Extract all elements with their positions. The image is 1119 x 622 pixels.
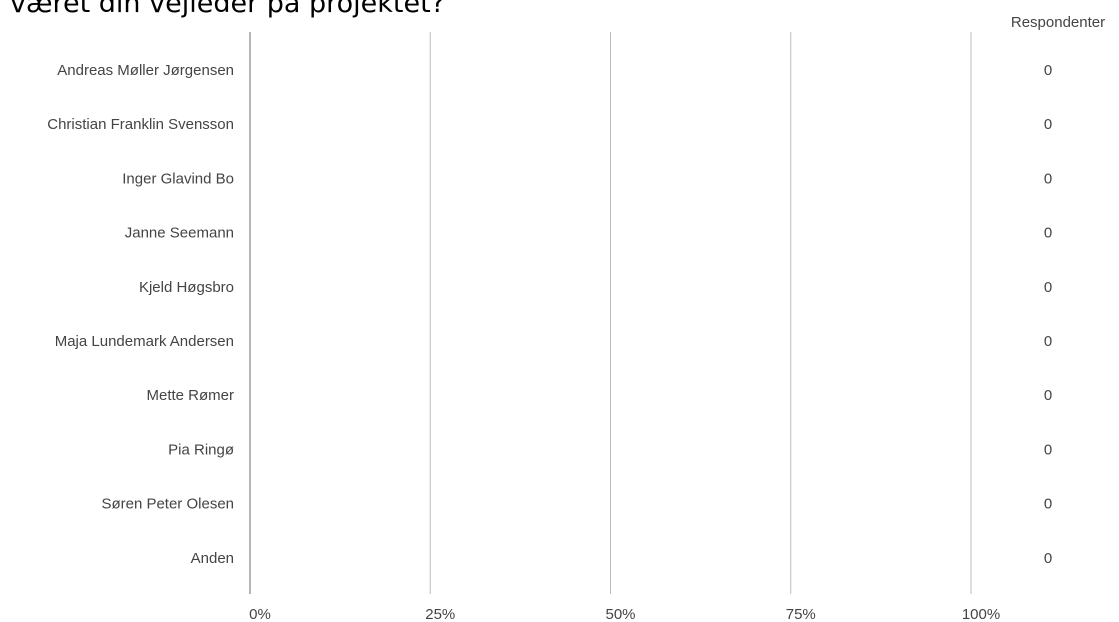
count-value: 0 (1044, 279, 1052, 296)
category-label: Andreas Møller Jørgensen (57, 62, 234, 79)
category-label: Janne Seemann (125, 225, 234, 242)
category-label: Kjeld Høgsbro (139, 279, 234, 296)
category-label: Mette Rømer (146, 387, 234, 404)
count-column-header: Respondenter (1011, 14, 1105, 31)
x-tick-label: 75% (786, 606, 816, 622)
count-value: 0 (1044, 441, 1052, 458)
x-tick-label: 50% (605, 606, 635, 622)
count-value: 0 (1044, 387, 1052, 404)
count-value: 0 (1044, 116, 1052, 133)
count-value: 0 (1044, 62, 1052, 79)
count-value: 0 (1044, 550, 1052, 567)
category-label: Maja Lundemark Andersen (55, 333, 234, 350)
question-title: været din vejleder på projektet? (10, 0, 446, 19)
grid-lines (429, 32, 972, 594)
count-values: 0 0 0 0 0 0 0 0 0 0 (1044, 62, 1052, 567)
x-tick-labels: 0% 25% 50% 75% 100% (249, 606, 1000, 622)
count-value: 0 (1044, 225, 1052, 242)
x-tick-label: 0% (249, 606, 271, 622)
category-label: Inger Glavind Bo (122, 170, 234, 187)
category-label: Pia Ringø (168, 441, 234, 458)
count-value: 0 (1044, 333, 1052, 350)
category-label: Christian Franklin Svensson (47, 116, 234, 133)
count-value: 0 (1044, 496, 1052, 513)
category-label: Søren Peter Olesen (101, 496, 234, 513)
category-labels: Andreas Møller Jørgensen Christian Frankl… (47, 62, 234, 567)
x-tick-label: 25% (425, 606, 455, 622)
count-value: 0 (1044, 170, 1052, 187)
x-tick-label: 100% (962, 606, 1000, 622)
category-label: Anden (191, 550, 234, 567)
